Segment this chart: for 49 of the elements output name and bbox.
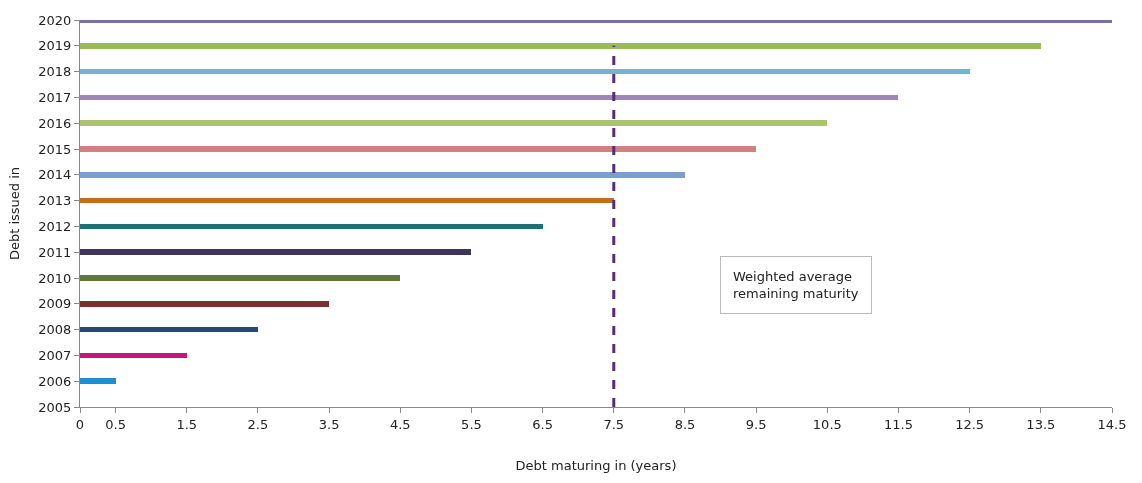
bar [80, 327, 258, 332]
x-axis-title: Debt maturing in (years) [515, 458, 677, 474]
y-tick-label: 2019 [38, 38, 72, 54]
y-tick-label: 2006 [38, 373, 72, 389]
bar [80, 146, 756, 152]
bar [80, 198, 614, 203]
x-tick-label: 5.5 [461, 416, 482, 432]
y-tick-label: 2018 [38, 64, 72, 80]
bar [80, 43, 1041, 49]
annotation: Weighted average remaining maturity [733, 269, 859, 301]
x-tick-label: 6.5 [532, 416, 553, 432]
bar [80, 120, 827, 126]
y-tick-label: 2005 [38, 399, 72, 415]
bar [80, 353, 187, 358]
y-tick-label: 2008 [38, 322, 72, 338]
y-tick-label: 2010 [38, 270, 72, 286]
y-tick-label: 2015 [38, 141, 72, 157]
y-tick-label: 2007 [38, 347, 72, 363]
y-tick-label: 2017 [38, 89, 72, 105]
x-tick-label: 13.5 [1026, 416, 1056, 432]
y-tick-label: 2012 [38, 218, 72, 234]
x-tick-label: 4.5 [389, 416, 411, 432]
x-tick-label: 12.5 [955, 416, 985, 432]
x-tick-label: 11.5 [884, 416, 913, 432]
x-tick-label: 2.5 [247, 416, 269, 432]
bar [80, 172, 685, 178]
x-tick-label: 1.5 [176, 416, 198, 432]
x-tick-label: 0.5 [105, 416, 126, 432]
y-tick-label: 2011 [38, 244, 72, 260]
bar [80, 378, 116, 384]
x-tick-label: 8.5 [674, 416, 696, 432]
bar [80, 95, 898, 100]
bar [80, 224, 543, 229]
bar [80, 275, 400, 281]
x-tick-label: 0 [75, 416, 85, 432]
bar [80, 249, 471, 255]
x-tick-label: 9.5 [745, 416, 767, 432]
x-tick-label: 7.5 [603, 416, 625, 432]
bar [80, 301, 329, 307]
y-axis-title: Debt issued in [7, 166, 23, 261]
x-tick-label: 3.5 [318, 416, 340, 432]
y-tick-label: 2009 [38, 296, 72, 312]
y-tick-label: 2014 [38, 167, 72, 183]
x-tick-label: 10.5 [812, 416, 842, 432]
y-tick-label: 2020 [38, 12, 72, 28]
x-tick-label: 14.5 [1097, 416, 1127, 432]
y-tick-label: 2016 [38, 115, 72, 131]
y-tick-label: 2013 [38, 193, 72, 209]
bar [80, 69, 970, 74]
